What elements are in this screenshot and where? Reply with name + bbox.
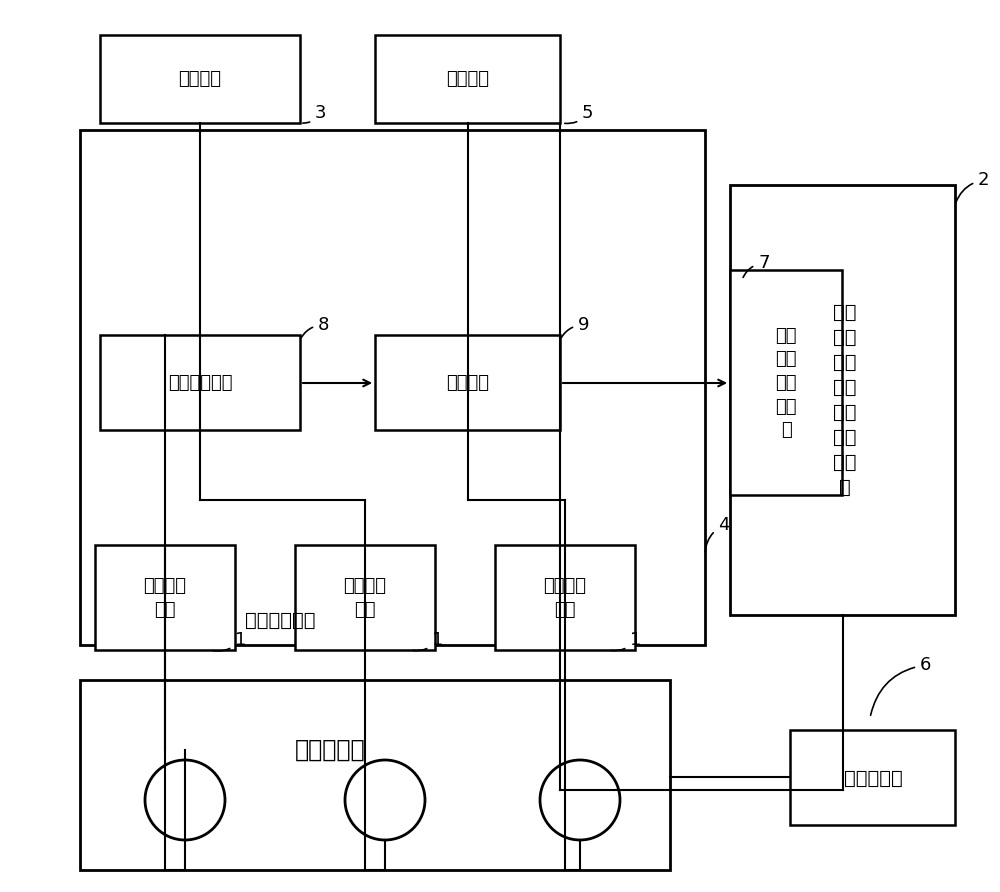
Text: 1: 1 [413,631,443,650]
Bar [80,130,705,645]
Bar [375,35,560,123]
Text: 图形
标识
符扫
描模
块: 图形 标识 符扫 描模 块 [775,326,797,439]
Text: 数据处理单元: 数据处理单元 [245,610,315,630]
Bar [100,335,300,430]
Text: 2: 2 [956,171,990,202]
Bar [95,545,235,650]
Bar [790,730,955,825]
Bar [80,680,670,870]
Text: 4: 4 [705,516,730,552]
Text: 处理模块: 处理模块 [446,374,490,392]
Text: 6: 6 [871,656,931,715]
Text: 摄像头模组: 摄像头模组 [844,769,902,788]
Text: 1: 1 [611,631,641,650]
Text: 8: 8 [301,316,329,337]
Bar [100,35,300,123]
Text: 5: 5 [565,104,594,123]
Text: 数据采集
接口: 数据采集 接口 [544,577,586,619]
Bar [295,545,435,650]
Bar [495,545,635,650]
Text: 7: 7 [743,254,770,277]
Text: 测试转接板: 测试转接板 [295,738,365,762]
Text: 数据采集模块: 数据采集模块 [168,374,232,392]
Text: 存储模块: 存储模块 [178,70,222,88]
Text: 数据采集
接口: 数据采集 接口 [344,577,386,619]
Text: 通讯模块: 通讯模块 [446,70,490,88]
Text: 摄像
头模
组上
电时
序信
息获
取模
块: 摄像 头模 组上 电时 序信 息获 取模 块 [833,303,857,497]
Text: 数据采集
接口: 数据采集 接口 [144,577,186,619]
Bar [375,335,560,430]
Bar [730,270,842,495]
Text: 3: 3 [303,104,326,123]
Text: 1: 1 [213,631,246,651]
Text: 9: 9 [561,316,590,337]
Bar [730,185,955,615]
